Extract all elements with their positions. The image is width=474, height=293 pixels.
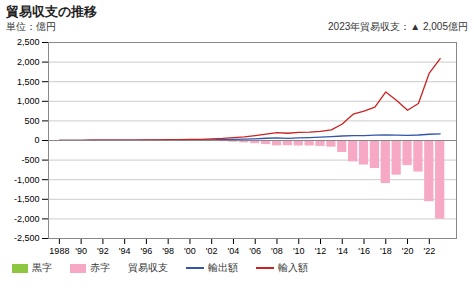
svg-text:-1,500: -1,500 <box>14 194 40 204</box>
svg-text:1,500: 1,500 <box>17 77 40 87</box>
html-text:貿易収支の推移: 貿易収支の推移 <box>6 4 97 19</box>
svg-text:'06: '06 <box>249 246 261 256</box>
svg-text:'22: '22 <box>423 246 435 256</box>
html-text:貿易収支: 貿易収支 <box>128 262 168 273</box>
svg-text:-2,000: -2,000 <box>14 214 40 224</box>
svg-text:'92: '92 <box>97 246 109 256</box>
svg-text:'14: '14 <box>336 246 348 256</box>
svg-text:'90: '90 <box>75 246 87 256</box>
svg-text:'00: '00 <box>184 246 196 256</box>
svg-text:'96: '96 <box>141 246 153 256</box>
html-text:単位：億円: 単位：億円 <box>6 21 56 32</box>
svg-text:1988: 1988 <box>49 246 69 256</box>
svg-text:500: 500 <box>24 116 39 126</box>
html-text:輸入額: 輸入額 <box>278 262 308 273</box>
svg-text:-500: -500 <box>21 155 39 165</box>
svg-text:2,000: 2,000 <box>17 57 40 67</box>
svg-text:'98: '98 <box>162 246 174 256</box>
svg-text:'04: '04 <box>228 246 240 256</box>
svg-text:'20: '20 <box>402 246 414 256</box>
html-text:赤字: 赤字 <box>90 262 110 273</box>
svg-text:'94: '94 <box>119 246 131 256</box>
svg-text:0: 0 <box>34 135 39 145</box>
svg-text:'12: '12 <box>315 246 327 256</box>
html-text:黒字: 黒字 <box>32 262 52 273</box>
svg-text:'08: '08 <box>271 246 283 256</box>
svg-text:1,000: 1,000 <box>17 96 40 106</box>
svg-text:'16: '16 <box>358 246 370 256</box>
svg-text:'18: '18 <box>380 246 392 256</box>
svg-text:'02: '02 <box>206 246 218 256</box>
svg-text:2,500: 2,500 <box>17 37 40 47</box>
svg-text:-1,000: -1,000 <box>14 175 40 185</box>
html-text:輸出額: 輸出額 <box>208 262 238 273</box>
html-text:2023年貿易収支：▲ 2,005億円: 2023年貿易収支：▲ 2,005億円 <box>328 21 468 32</box>
svg-text:'10: '10 <box>293 246 305 256</box>
svg-text:-2,500: -2,500 <box>14 233 40 243</box>
